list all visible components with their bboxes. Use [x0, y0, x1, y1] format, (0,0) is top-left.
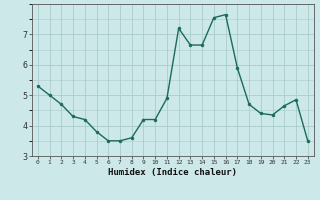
X-axis label: Humidex (Indice chaleur): Humidex (Indice chaleur)	[108, 168, 237, 177]
